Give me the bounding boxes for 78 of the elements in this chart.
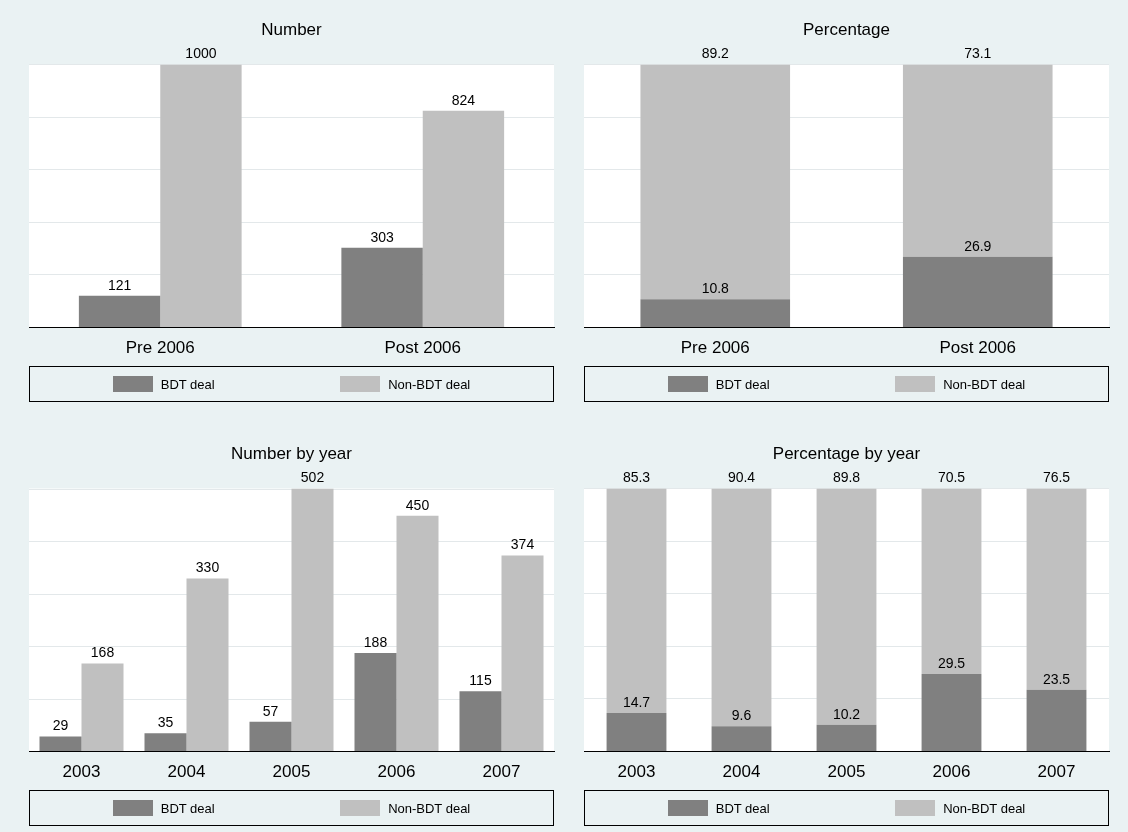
bar: [396, 515, 439, 752]
x-tick-label: Post 2006: [939, 338, 1017, 358]
data-label: 450: [405, 496, 430, 513]
bar: [249, 721, 292, 752]
data-label: 29: [52, 717, 69, 734]
x-tick-label: 2007: [482, 762, 521, 782]
data-label: 26.9: [964, 237, 992, 254]
chart-title: Number by year: [231, 443, 353, 463]
x-tick-label: 2007: [1037, 762, 1076, 782]
data-label: 188: [363, 633, 388, 650]
bar: [291, 488, 334, 752]
data-label: 35: [157, 714, 174, 731]
bar: [81, 663, 124, 752]
chart-title: Percentage: [803, 19, 890, 39]
chart-title: Percentage by year: [772, 443, 921, 463]
x-tick-label: 2004: [167, 762, 206, 782]
bar: [160, 64, 242, 328]
bar: [459, 691, 502, 752]
bar: [606, 712, 667, 752]
x-tick-label: 2005: [827, 762, 866, 782]
chart-title: Number: [261, 19, 323, 39]
data-label: 374: [510, 536, 535, 553]
x-tick-label: Pre 2006: [125, 338, 195, 358]
legend-label: BDT deal: [715, 800, 770, 816]
data-label: 57: [262, 702, 279, 719]
data-label: 303: [370, 228, 394, 245]
legend-label: BDT deal: [160, 800, 215, 816]
bar: [1026, 689, 1087, 752]
bar: [711, 488, 772, 727]
bar: [354, 653, 397, 752]
data-label: 115: [469, 672, 492, 689]
data-label: 89.2: [701, 45, 730, 62]
x-tick-label: 2004: [722, 762, 761, 782]
bar: [144, 733, 187, 752]
bar: [816, 488, 877, 725]
data-label: 90.4: [727, 469, 756, 486]
bar: [186, 578, 229, 752]
bar: [921, 673, 982, 752]
legend-label: Non-BDT deal: [388, 376, 471, 392]
legend-label: Non-BDT deal: [943, 800, 1026, 816]
data-label: 29.5: [937, 654, 966, 671]
bar: [341, 247, 423, 328]
bar: [39, 736, 82, 752]
x-tick-label: 2006: [932, 762, 971, 782]
x-tick-label: 2006: [377, 762, 416, 782]
x-tick-label: 2005: [272, 762, 311, 782]
legend-label: BDT deal: [715, 376, 770, 392]
bar: [816, 724, 877, 752]
bar: [78, 295, 161, 328]
data-label: 70.5: [937, 469, 966, 486]
x-tick-label: Pre 2006: [680, 338, 750, 358]
data-label: 76.5: [1042, 469, 1071, 486]
x-tick-label: 2003: [617, 762, 656, 782]
data-label: 89.8: [832, 469, 861, 486]
x-tick-label: Post 2006: [384, 338, 462, 358]
bar: [1026, 488, 1087, 690]
data-label: 330: [195, 559, 220, 576]
data-label: 10.2: [832, 705, 861, 722]
bar: [501, 555, 544, 752]
bar: [711, 726, 772, 752]
bar: [606, 488, 667, 713]
data-label: 9.6: [731, 707, 752, 724]
bar: [921, 488, 982, 674]
data-label: 10.8: [701, 280, 730, 297]
data-label: 1000: [185, 45, 217, 62]
data-label: 14.7: [622, 693, 651, 710]
data-label: 502: [300, 469, 325, 486]
data-label: 73.1: [964, 45, 992, 62]
data-label: 121: [107, 276, 132, 293]
data-label: 168: [90, 644, 115, 661]
x-tick-label: 2003: [62, 762, 101, 782]
bar: [422, 110, 505, 328]
legend-label: Non-BDT deal: [943, 376, 1026, 392]
data-label: 824: [451, 91, 476, 108]
data-label: 23.5: [1042, 670, 1071, 687]
data-label: 85.3: [622, 469, 651, 486]
legend-label: Non-BDT deal: [388, 800, 471, 816]
legend-label: BDT deal: [160, 376, 215, 392]
